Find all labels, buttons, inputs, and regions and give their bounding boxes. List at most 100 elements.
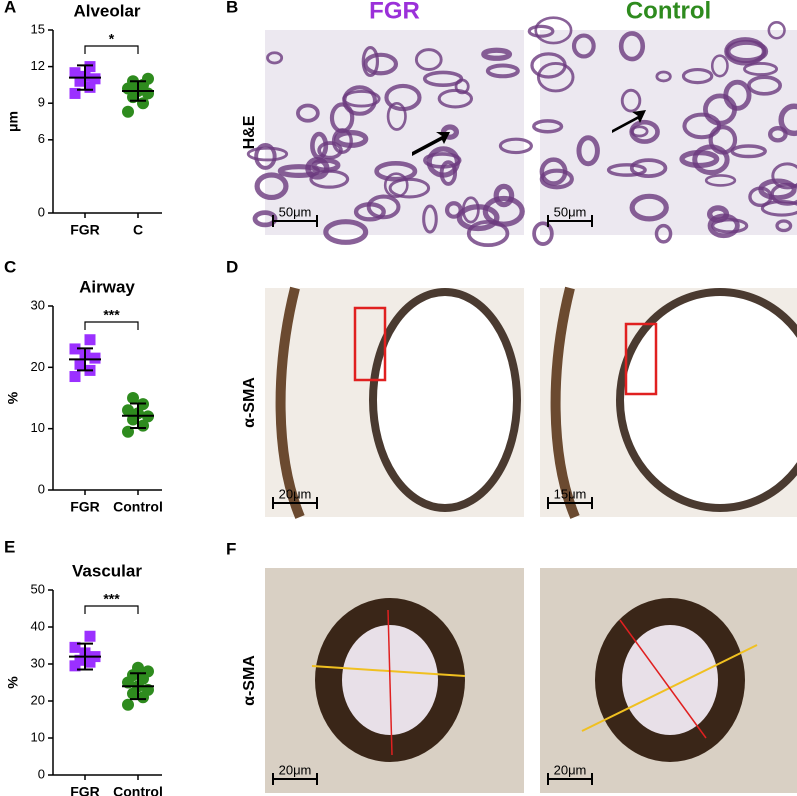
tissue — [353, 202, 386, 222]
tissue — [437, 88, 474, 109]
y-tick-label: 30 — [31, 297, 45, 312]
tissue — [254, 143, 277, 170]
tissue — [456, 204, 500, 232]
scale-label: 20μm — [554, 762, 587, 777]
tissue — [331, 128, 353, 154]
error-bar — [77, 642, 93, 671]
tissue — [748, 186, 773, 208]
y-axis-label: % — [5, 676, 21, 689]
tissue — [422, 70, 464, 87]
data-point — [69, 343, 81, 355]
data-point — [69, 371, 81, 383]
tissue — [655, 70, 672, 83]
data-point — [142, 72, 154, 85]
data-point — [84, 656, 96, 668]
scale-label: 20μm — [279, 486, 312, 501]
tissue — [654, 223, 673, 244]
data-point — [69, 660, 81, 672]
tissue — [342, 85, 377, 116]
x-tick-label: Control — [113, 784, 163, 796]
y-tick-label: 9 — [38, 95, 45, 110]
tissue — [317, 141, 343, 160]
tissue — [466, 219, 510, 248]
tissue — [422, 204, 438, 234]
data-point — [69, 87, 81, 99]
x-tick-label: FGR — [70, 499, 100, 515]
measure — [387, 609, 393, 756]
panel-letter: E — [4, 537, 15, 556]
highlight-box — [624, 322, 658, 396]
tissue — [498, 137, 533, 155]
error-bar — [130, 402, 146, 430]
y-tick-label: 40 — [31, 618, 45, 633]
tissue — [527, 24, 555, 38]
column-header: Control — [626, 0, 711, 24]
chart-title: Alveolar — [73, 1, 140, 20]
scale-label: 50μm — [554, 204, 587, 219]
data-point — [89, 73, 101, 85]
y-tick-label: 6 — [38, 131, 45, 146]
error-bar — [130, 672, 146, 701]
column-header: FGR — [369, 0, 420, 24]
tissue — [620, 88, 642, 113]
significance-bracket — [84, 605, 139, 614]
y-tick-label: 0 — [38, 766, 45, 781]
tissue — [747, 75, 782, 96]
chart-title: Vascular — [72, 561, 142, 580]
panel-letter: D — [226, 257, 238, 276]
data-point — [122, 698, 134, 711]
tissue — [760, 199, 797, 217]
y-tick-label: 12 — [31, 58, 45, 73]
arrow — [412, 132, 450, 156]
row-label: α-SMA — [241, 377, 258, 428]
tissue — [725, 39, 769, 63]
chart-title: Airway — [79, 277, 135, 296]
tissue — [481, 47, 513, 61]
tissue — [493, 183, 515, 208]
measure — [619, 619, 707, 739]
tissue — [366, 194, 401, 220]
tissue — [361, 45, 380, 78]
tissue — [708, 125, 738, 155]
tissue — [767, 21, 786, 40]
y-tick-label: 15 — [31, 21, 45, 36]
tissue — [374, 160, 418, 182]
tissue — [305, 157, 330, 180]
tissue — [252, 210, 278, 228]
y-axis-label: % — [5, 391, 21, 404]
significance-label: *** — [103, 591, 120, 607]
y-axis-label: μm — [5, 111, 21, 132]
tissue — [482, 195, 525, 227]
tissue — [534, 16, 573, 45]
data-point — [69, 67, 81, 79]
tissue — [383, 172, 409, 199]
tissue — [536, 61, 575, 93]
tissue — [771, 162, 797, 190]
tissue — [775, 219, 793, 233]
airway-wall — [616, 288, 797, 512]
data-point — [74, 654, 86, 666]
highlight-box — [353, 306, 387, 382]
data-point — [122, 105, 134, 118]
significance-label: *** — [103, 307, 120, 323]
tissue — [711, 218, 749, 234]
tissue — [539, 168, 574, 190]
tissue — [778, 103, 797, 137]
measure — [311, 665, 466, 677]
significance-label: * — [109, 31, 115, 47]
tissue — [710, 54, 729, 78]
scale-label: 15μm — [554, 486, 587, 501]
y-tick-label: 0 — [38, 204, 45, 219]
tissue — [576, 135, 600, 167]
tissue — [532, 221, 554, 246]
panel-letter: B — [226, 0, 238, 16]
y-tick-label: 30 — [31, 655, 45, 670]
tissue — [723, 79, 752, 111]
tissue — [426, 146, 461, 178]
tissue — [707, 213, 740, 239]
tissue — [767, 126, 788, 143]
tissue — [630, 125, 649, 138]
tissue — [743, 62, 779, 76]
data-point — [84, 61, 96, 73]
